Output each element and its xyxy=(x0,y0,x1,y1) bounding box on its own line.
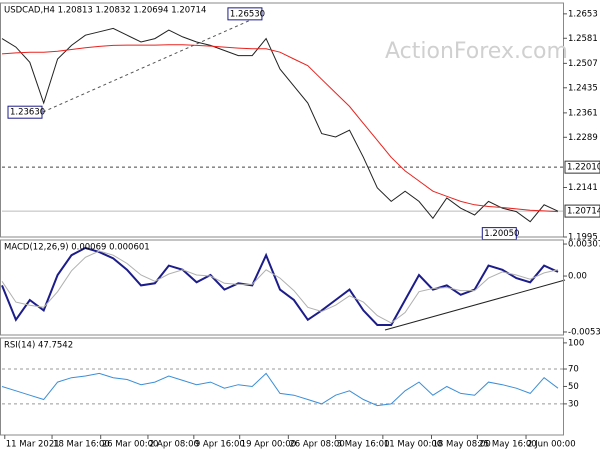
price-label: 1.20714 xyxy=(567,207,600,217)
series-line xyxy=(1,372,559,407)
x-tick-label: 3 May 16:00 xyxy=(337,440,390,450)
y-tick-label: -0.005369 xyxy=(568,327,600,337)
panel xyxy=(0,239,564,336)
price-label: 1.22010 xyxy=(567,163,600,173)
y-tick-label: 30 xyxy=(568,399,579,409)
annotation-label: 1.20050 xyxy=(484,229,519,239)
price-label-box xyxy=(564,204,600,218)
y-tick-label: 1.2435 xyxy=(568,83,598,93)
x-tick-label: 2 Apr 08:00 xyxy=(149,440,199,450)
series-line xyxy=(1,250,559,324)
series-line xyxy=(1,44,559,213)
y-tick-label: 1.2507 xyxy=(568,59,598,69)
annotation-label: 1.23630 xyxy=(10,108,45,118)
y-tick-label: 70 xyxy=(568,365,579,375)
panel-title: RSI(14) 47.7542 xyxy=(4,341,73,351)
watermark: ActionForex.com xyxy=(385,39,568,64)
y-tick-label: 1.2581 xyxy=(568,34,598,44)
y-tick-label: 1.2289 xyxy=(568,133,598,143)
x-tick-label: 18 May 08:00 xyxy=(433,440,491,450)
annotation-label: 1.26530 xyxy=(230,9,265,19)
series-line xyxy=(1,246,559,326)
y-tick-label: 1.2361 xyxy=(568,108,598,118)
annotation-box xyxy=(7,105,43,119)
x-tick-label: 19 Apr 00:00 xyxy=(241,440,296,450)
price-label-box xyxy=(564,160,600,174)
y-tick-label: 1.1995 xyxy=(568,233,598,243)
panel-title: MACD(12,26,9) 0.00069 0.000601 xyxy=(4,243,150,253)
x-tick-label: 11 May 00:00 xyxy=(384,440,442,450)
trend-line xyxy=(384,279,566,331)
y-tick-label: 50 xyxy=(568,382,579,392)
x-tick-label: 25 May 16:00 xyxy=(478,440,536,450)
series-line xyxy=(1,27,559,223)
x-tick-label: 26 Apr 08:00 xyxy=(289,440,344,450)
annotation-box xyxy=(227,7,263,21)
panel xyxy=(0,2,564,238)
y-tick-label: 1.2141 xyxy=(568,183,598,193)
y-tick-label: 100 xyxy=(568,338,584,348)
trend-line xyxy=(42,14,263,113)
x-tick-label: 26 Mar 00:00 xyxy=(102,440,159,450)
x-tick-label: 18 Mar 16:00 xyxy=(53,440,110,450)
y-tick-label: 0.00 xyxy=(568,272,587,282)
x-tick-label: 2 Jun 00:00 xyxy=(527,440,576,450)
y-tick-label: 0.003072 xyxy=(568,240,600,250)
x-tick-label: 11 Mar 2021 xyxy=(6,440,60,450)
panel-title: USDCAD,H4 1.20813 1.20832 1.20694 1.2071… xyxy=(4,6,206,16)
x-tick-label: 9 Apr 16:00 xyxy=(195,440,245,450)
y-tick-label: 1.2653 xyxy=(568,9,598,19)
